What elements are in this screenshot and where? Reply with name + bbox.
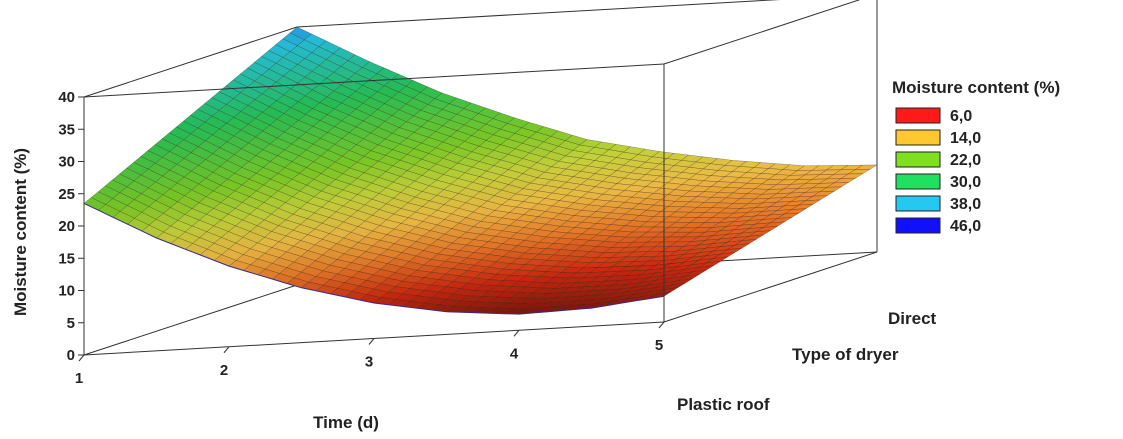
z-tick-label: 15 [58,250,75,267]
surface-mesh [84,27,877,314]
legend-swatch [896,174,940,189]
x-tick-label: 5 [655,337,663,354]
x-tick-label: 4 [510,345,519,362]
x-tick-mark [79,355,84,361]
legend-label: 22,0 [950,152,981,169]
y-axis-title: Type of dryer [792,345,899,364]
z-tick-label: 40 [58,89,75,106]
z-tick-label: 20 [58,218,75,235]
legend-label: 46,0 [950,218,981,235]
legend-label: 6,0 [950,108,972,125]
legend-label: 30,0 [950,174,981,191]
legend-label: 38,0 [950,196,981,213]
box-edge [664,0,877,64]
z-tick-label: 30 [58,154,75,171]
z-tick-label: 0 [67,347,75,364]
legend: Moisture content (%) 6,0 14,0 22,0 30,0 38,0… [892,78,1060,235]
legend-swatch [896,196,940,211]
legend-swatch [896,152,940,167]
z-axis-title: Moisture content (%) [11,148,30,316]
z-tick-label: 5 [67,315,75,332]
legend-label: 14,0 [950,130,981,147]
legend-swatch [896,108,940,123]
x-tick-label: 1 [75,370,83,387]
legend-swatch [896,218,940,233]
x-tick-mark [369,339,374,345]
legend-swatch [896,130,940,145]
x-tick-mark [224,347,229,353]
z-tick-label: 35 [58,121,75,138]
legend-title: Moisture content (%) [892,78,1060,97]
x-tick-mark [514,330,519,336]
x-tick-label: 2 [220,362,228,379]
x-axis-title: Time (d) [313,413,379,432]
y-tick-label: Plastic roof [677,395,770,414]
y-tick-label: Direct [888,309,937,328]
z-tick-label: 25 [58,186,75,203]
x-axis-ticks: 1 2 3 4 5 [75,322,664,387]
z-axis-ticks: 0 5 10 15 20 25 30 35 40 [58,89,84,364]
x-tick-label: 3 [365,354,373,371]
z-tick-label: 10 [58,283,75,300]
x-tick-mark [659,322,664,328]
